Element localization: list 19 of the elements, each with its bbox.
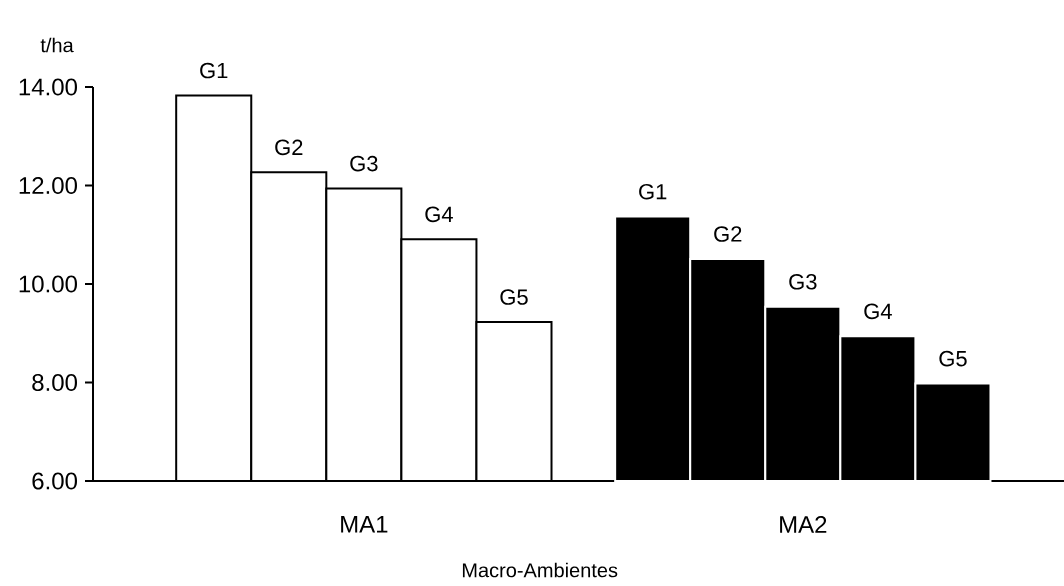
series-label: G4 xyxy=(425,206,453,223)
x-tick-label: MA1 xyxy=(341,516,388,533)
text: G3 xyxy=(350,155,378,172)
series-label: G2 xyxy=(714,226,742,242)
series-label: G5 xyxy=(500,289,528,305)
x-axis-title: Macro-Ambientes xyxy=(462,562,618,578)
y-tick-label: 14.00 xyxy=(19,78,78,96)
y-tick-label: 12.00 xyxy=(19,177,78,194)
text: G4 xyxy=(864,303,892,320)
y-tick-label: 8.00 xyxy=(32,374,78,391)
y-tick-label: 6.00 xyxy=(32,472,78,490)
y-axis-title: t/ha xyxy=(40,37,74,53)
x-tick-label: MA2 xyxy=(780,516,827,533)
y-tick-label: 10.00 xyxy=(19,275,78,293)
text: G5 xyxy=(939,350,967,367)
text: G2 xyxy=(275,139,303,156)
series-label: G3 xyxy=(789,274,817,290)
series-label: G1 xyxy=(639,183,667,200)
text: G1 xyxy=(200,62,228,79)
